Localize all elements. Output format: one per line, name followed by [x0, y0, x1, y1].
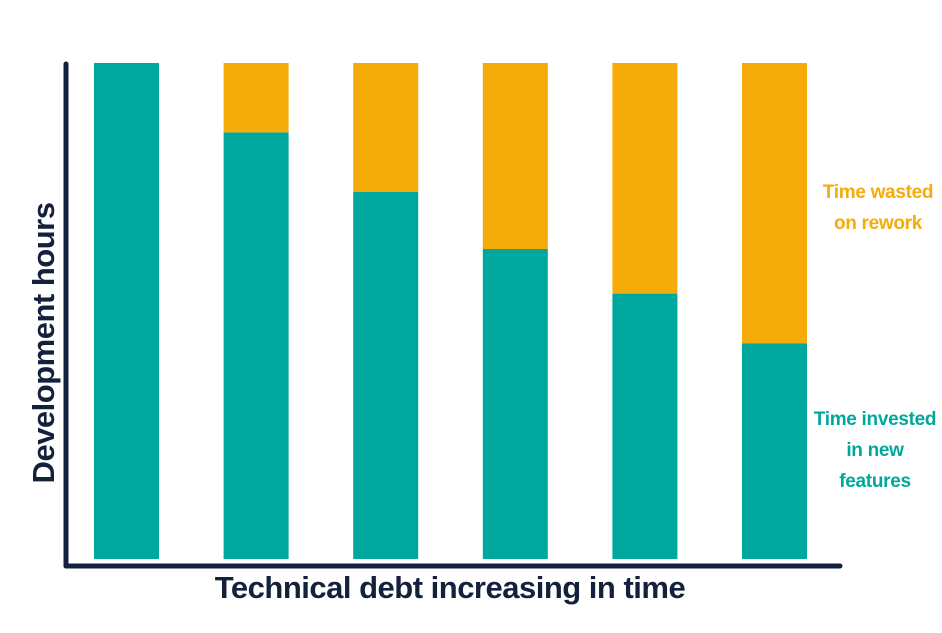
legend-invested-line-3: features: [839, 471, 911, 492]
legend-invested-line-2: in new: [846, 440, 904, 461]
bar-invested-5: [612, 293, 678, 559]
x-axis-title: Technical debt increasing in time: [215, 570, 686, 605]
legend-wasted-line-2: on rework: [834, 213, 923, 234]
bar-wasted-5: [612, 63, 678, 294]
bar-invested-6: [742, 343, 807, 559]
bars-layer: [94, 63, 807, 559]
y-axis-title: Development hours: [26, 203, 61, 484]
bar-invested-1: [94, 63, 159, 559]
bar-wasted-4: [482, 63, 548, 249]
legend-wasted-line-1: Time wasted: [823, 182, 933, 203]
bar-wasted-6: [742, 63, 807, 344]
bar-wasted-3: [353, 63, 419, 192]
legend-time-wasted: Time wasted on rework: [823, 182, 934, 234]
bar-wasted-2: [223, 63, 289, 133]
bar-invested-3: [353, 192, 419, 559]
bar-invested-4: [482, 249, 548, 559]
legend-invested-line-1: Time invested: [814, 409, 936, 430]
bar-invested-2: [223, 132, 289, 559]
legend-time-invested: Time invested in new features: [814, 409, 937, 492]
